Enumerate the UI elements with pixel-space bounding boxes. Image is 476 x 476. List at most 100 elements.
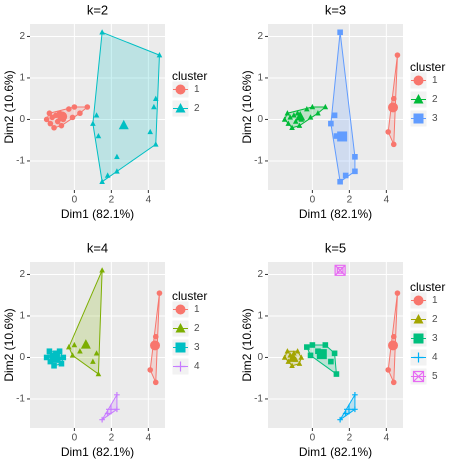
point — [284, 348, 291, 354]
legend-label: 4 — [432, 352, 438, 363]
legend-symbol — [413, 295, 424, 306]
cluster-hull — [339, 392, 356, 421]
x-tick-label: 0 — [72, 433, 78, 444]
point — [93, 350, 100, 356]
point — [337, 416, 343, 423]
point — [46, 110, 53, 117]
point — [51, 124, 57, 131]
point — [151, 103, 157, 110]
cluster-center — [295, 111, 306, 121]
legend-label: 1 — [194, 84, 200, 95]
point — [390, 379, 397, 386]
point — [152, 95, 159, 101]
y-tick-label: 0 — [257, 352, 263, 363]
x-axis-label: Dim1 (82.1%) — [299, 207, 372, 221]
point — [289, 362, 295, 368]
panel-title: k=5 — [325, 240, 346, 255]
legend-title: cluster — [172, 69, 207, 83]
point — [352, 154, 358, 160]
point — [307, 352, 314, 359]
legend-symbol — [413, 75, 424, 86]
cluster-center — [337, 131, 348, 142]
y-tick-label: -1 — [16, 394, 25, 405]
point — [93, 112, 100, 118]
point — [309, 342, 316, 348]
point — [352, 168, 358, 175]
cluster-center — [49, 352, 60, 363]
cluster-center — [344, 404, 354, 415]
legend-symbol — [413, 333, 424, 344]
point — [90, 120, 96, 126]
legend-symbol — [413, 94, 424, 104]
cluster-center — [150, 340, 161, 351]
point — [285, 120, 292, 126]
y-axis-label: Dim2 (10.6%) — [2, 70, 16, 143]
legend-symbol — [413, 113, 424, 124]
plot-background — [268, 24, 403, 190]
point — [77, 110, 83, 117]
point — [95, 132, 102, 139]
point — [90, 358, 96, 364]
legend-label: 2 — [194, 103, 200, 114]
x-axis-label: Dim1 (82.1%) — [61, 207, 134, 221]
point — [385, 129, 392, 135]
point — [328, 120, 334, 127]
point — [58, 122, 65, 129]
y-tick-label: 0 — [257, 114, 263, 125]
point — [287, 114, 293, 120]
point — [394, 52, 401, 58]
point — [60, 354, 67, 361]
point — [43, 116, 50, 123]
point — [284, 110, 291, 116]
point — [114, 168, 120, 174]
point — [333, 371, 340, 377]
legend-symbol — [175, 323, 186, 333]
x-tick-label: 4 — [384, 195, 390, 206]
point — [156, 290, 163, 296]
point — [152, 379, 159, 386]
point — [147, 128, 154, 135]
point — [281, 116, 288, 122]
point — [69, 352, 76, 358]
y-tick-label: 2 — [19, 31, 25, 42]
point — [298, 354, 305, 360]
point — [152, 141, 159, 147]
cluster-hull — [330, 32, 356, 183]
point — [152, 333, 159, 340]
point — [390, 333, 397, 340]
y-tick-label: 1 — [257, 73, 263, 84]
point — [99, 267, 105, 273]
point — [296, 360, 303, 366]
plot-area — [281, 29, 401, 185]
point — [58, 360, 65, 367]
point — [281, 354, 288, 360]
plot-area — [43, 267, 163, 423]
point — [95, 370, 102, 377]
point — [71, 104, 78, 110]
y-axis-label: Dim2 (10.6%) — [240, 70, 254, 143]
point — [99, 29, 105, 35]
point — [294, 348, 301, 354]
point — [56, 348, 63, 355]
point — [84, 104, 91, 110]
point — [390, 141, 397, 148]
legend-symbol — [413, 314, 424, 324]
cluster-center — [287, 352, 298, 362]
y-tick-label: 1 — [19, 311, 25, 322]
point — [307, 114, 314, 120]
point — [71, 341, 78, 348]
point — [337, 29, 343, 36]
panel-title: k=3 — [325, 2, 346, 17]
point — [331, 350, 338, 357]
point — [114, 392, 120, 398]
point — [104, 172, 111, 178]
legend-symbol — [412, 370, 425, 383]
y-tick-label: 0 — [19, 352, 25, 363]
legend-label: 5 — [432, 371, 438, 382]
point — [352, 392, 358, 398]
point — [292, 118, 299, 124]
cluster-center — [106, 404, 116, 415]
legend-label: 3 — [432, 113, 438, 124]
point — [390, 95, 397, 102]
